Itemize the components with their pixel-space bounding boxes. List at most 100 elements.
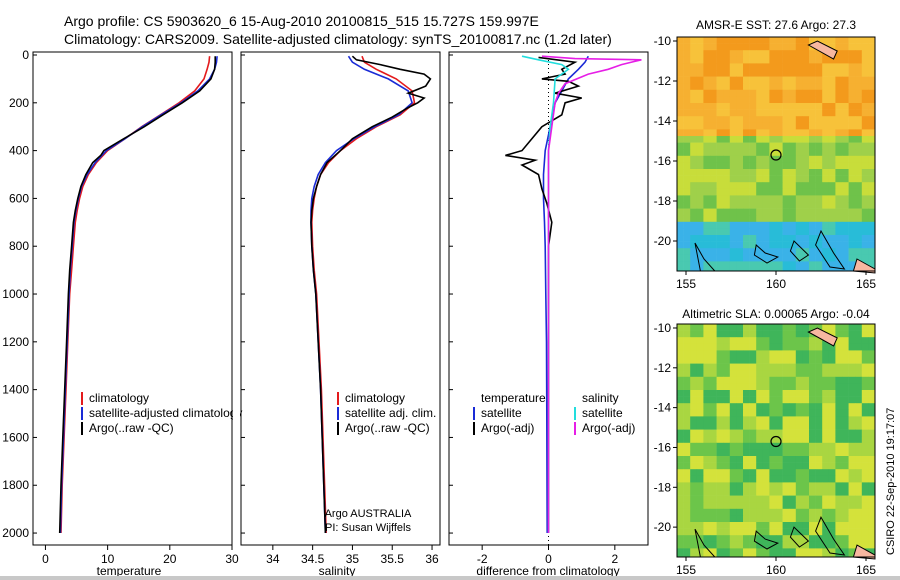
map-cell — [677, 436, 684, 444]
map-cell — [855, 324, 863, 331]
map-cell — [848, 241, 856, 249]
map-cell — [690, 70, 698, 77]
map-cell — [716, 337, 724, 345]
map-cell — [716, 254, 724, 262]
map-cell — [842, 528, 849, 536]
map-cell — [828, 89, 836, 97]
y-tick-label: 200 — [9, 96, 29, 110]
map-cell — [868, 350, 876, 358]
map-cell — [690, 43, 698, 51]
map-cell — [696, 208, 704, 216]
map-cell — [723, 228, 731, 236]
map-cell — [815, 495, 823, 503]
map-cell — [716, 188, 724, 196]
map-cell — [822, 343, 830, 351]
map-cell — [855, 235, 863, 242]
map-cell — [789, 175, 797, 183]
map-cell — [723, 442, 731, 450]
map-cell — [868, 175, 876, 183]
map-cell — [822, 462, 830, 470]
map-cell — [828, 169, 836, 176]
legend-label: climatology — [89, 391, 149, 405]
map-cell — [736, 456, 744, 463]
map-cell — [729, 103, 737, 110]
map-cell — [828, 535, 836, 543]
map-cell — [736, 96, 744, 104]
map-cell — [690, 337, 698, 345]
map-cell — [743, 390, 750, 397]
map-cell — [848, 83, 856, 91]
map-cell — [782, 383, 790, 391]
x-tick-label: 2 — [611, 552, 618, 566]
map-cell — [782, 548, 790, 556]
map-cell — [848, 103, 856, 110]
map-cell — [756, 268, 764, 272]
map-y-tick-label: -14 — [654, 401, 672, 415]
map-cell — [677, 409, 684, 417]
map-cell — [795, 129, 803, 137]
legend-heading-temperature: temperature — [481, 391, 546, 405]
map-cell — [835, 89, 843, 97]
map-cell — [736, 43, 744, 51]
map-cell — [729, 221, 737, 229]
map-cell — [723, 215, 731, 223]
map-cell — [769, 357, 777, 364]
map-cell — [809, 96, 816, 104]
map-cell — [743, 70, 750, 77]
map-cell — [677, 462, 684, 470]
map-cell — [861, 330, 869, 338]
map-cell — [861, 208, 869, 216]
map-cell — [835, 50, 843, 58]
map-cell — [749, 228, 757, 236]
map-cell — [809, 429, 816, 437]
map-cell — [736, 208, 744, 216]
map-cell — [795, 449, 803, 457]
map-cell — [809, 515, 816, 523]
map-cell — [835, 396, 843, 404]
map-cell — [729, 56, 737, 64]
map-cell — [795, 396, 803, 404]
map-cell — [723, 169, 731, 176]
map-cell — [696, 162, 704, 170]
map-cell — [703, 116, 711, 124]
map-cell — [828, 383, 836, 391]
map-cell — [855, 103, 863, 110]
map-cell — [749, 268, 757, 272]
salinity-profile-series — [310, 55, 432, 534]
map-cell — [683, 162, 691, 170]
map-cell — [815, 188, 823, 196]
map-cell — [842, 221, 849, 229]
map-cell — [776, 489, 783, 496]
map-cell — [769, 403, 777, 411]
map-cell — [756, 409, 764, 417]
map-cell — [723, 548, 731, 556]
map-cell — [716, 390, 724, 397]
map-cell — [828, 429, 836, 437]
map-cell — [736, 37, 744, 44]
map-cell — [723, 96, 731, 104]
map-cell — [861, 449, 869, 457]
map-cell — [835, 109, 843, 117]
map-cell — [696, 436, 704, 444]
map-cell — [815, 363, 823, 371]
map-cell — [690, 390, 698, 397]
map-cell — [828, 136, 836, 143]
x-tick-label: 20 — [163, 552, 177, 566]
map-cell — [690, 370, 698, 378]
map-cell — [828, 116, 836, 124]
map-cell — [729, 383, 737, 391]
map-cell — [769, 469, 777, 477]
map-cell — [729, 363, 737, 371]
map-cell — [716, 50, 724, 58]
map-cell — [756, 357, 764, 364]
map-cell — [782, 228, 790, 236]
map-cell — [776, 535, 783, 543]
map-cell — [769, 261, 777, 269]
map-cell — [690, 469, 698, 477]
map-cell — [683, 436, 691, 444]
map-cell — [802, 169, 810, 176]
map-cell — [736, 129, 744, 137]
map-cell — [809, 116, 816, 124]
map-cell — [802, 469, 810, 477]
map-cell — [696, 429, 704, 437]
